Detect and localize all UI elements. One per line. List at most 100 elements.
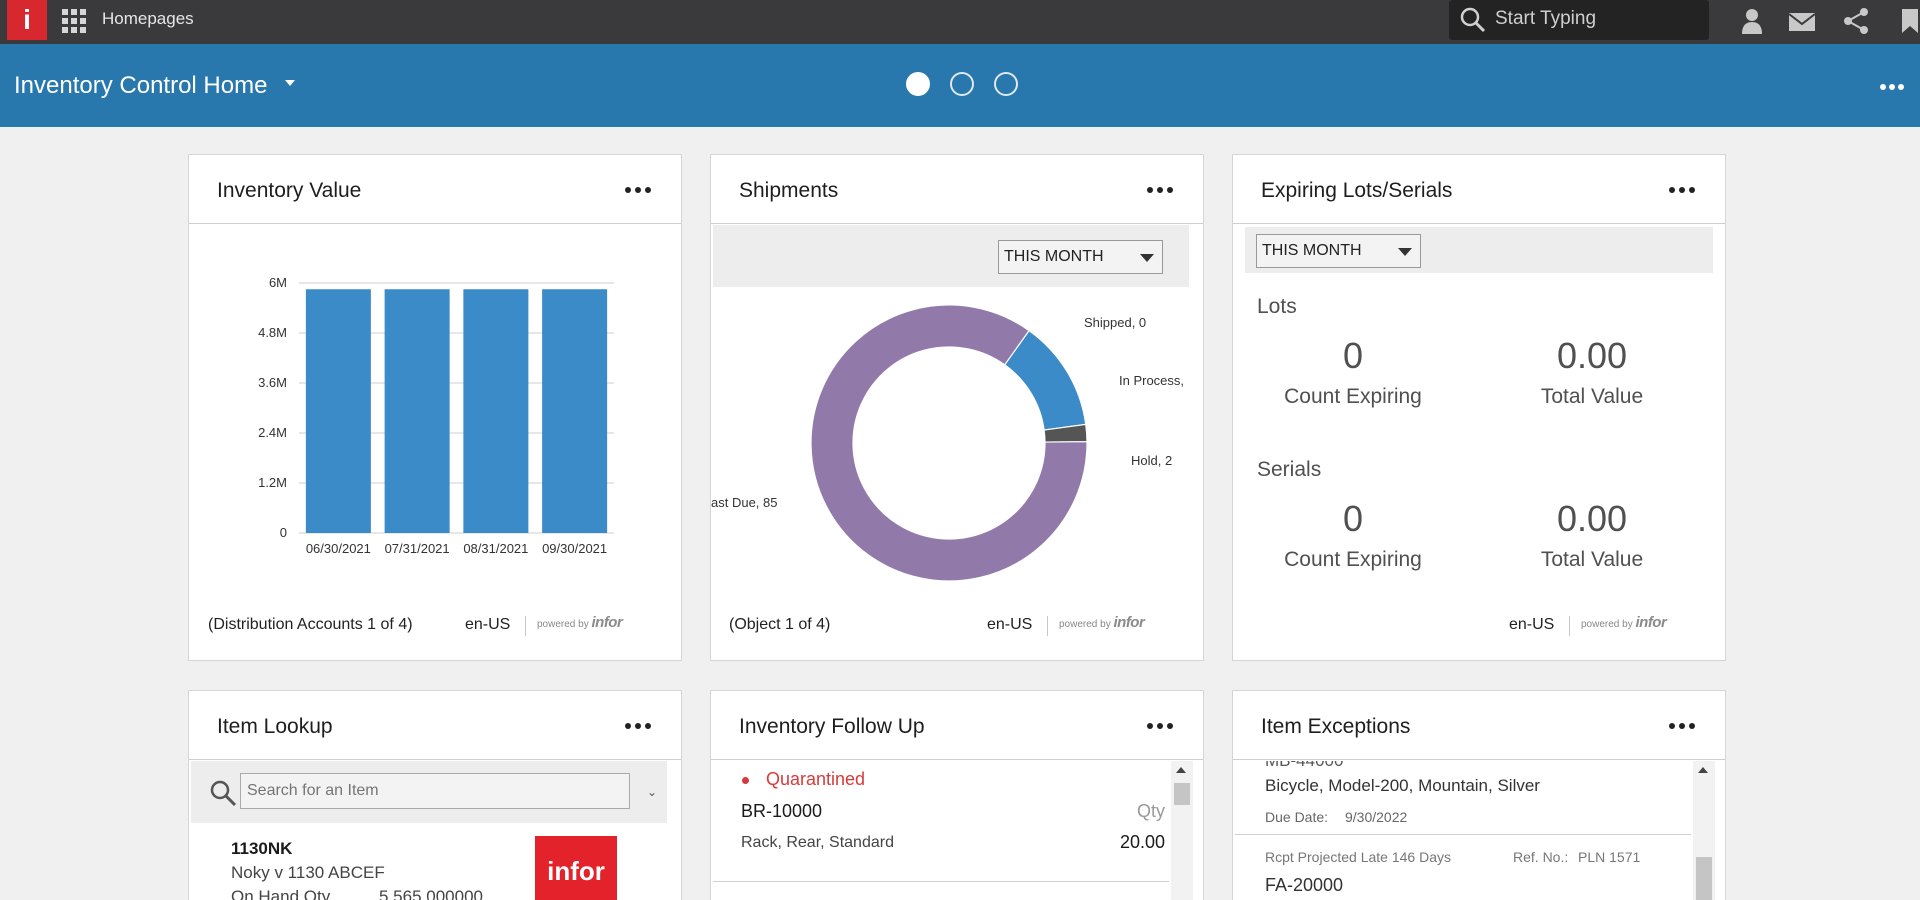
bar[interactable] [384, 289, 450, 533]
inventory-value-card: Inventory Value 0 1.2M 2.4M 3.6M 4.8M 6M 06/30… [188, 154, 682, 661]
card-title: Inventory Value [217, 179, 362, 202]
on-hand-label: On Hand Qty [231, 887, 331, 900]
shipments-period-select[interactable]: THIS MONTH [998, 240, 1163, 274]
footer-context: (Distribution Accounts 1 of 4) [208, 616, 413, 633]
more-icon[interactable] [1669, 723, 1695, 729]
item-search-input[interactable] [240, 773, 630, 809]
more-icon[interactable] [1147, 187, 1173, 193]
item-description: Noky v 1130 ABCEF [231, 863, 385, 882]
inventory-value-chart: 0 1.2M 2.4M 3.6M 4.8M 6M 06/30/2021 07/31/2021 0… [258, 275, 614, 556]
slice-label: In Process, [1119, 373, 1184, 388]
scroll-up-icon[interactable] [1176, 767, 1186, 773]
bookmark-icon[interactable] [1900, 6, 1920, 36]
slice-label: Hold, 2 [1131, 453, 1172, 468]
shipments-card: Shipments THIS MONTH Shipped, 0 In Proces… [710, 154, 1204, 661]
item-code[interactable]: 1130NK [231, 839, 293, 858]
scroll-up-icon[interactable] [1698, 767, 1708, 773]
locale-label[interactable]: en-US [465, 616, 511, 633]
card-title: Item Lookup [217, 715, 333, 738]
serials-label: Serials [1257, 458, 1322, 481]
scroll-thumb[interactable] [1696, 857, 1712, 900]
dropdown-arrow-icon [1140, 254, 1154, 262]
donut-slice[interactable] [810, 304, 1088, 582]
top-bar: i Homepages [0, 0, 1920, 44]
item-id[interactable]: BR-10000 [741, 801, 823, 821]
locale-label[interactable]: en-US [1509, 616, 1555, 633]
page-title[interactable]: Inventory Control Home [14, 72, 268, 99]
serials-value-caption: Total Value [1540, 548, 1644, 571]
locale-label[interactable]: en-US [987, 616, 1033, 633]
scroll-thumb[interactable] [1174, 783, 1190, 805]
x-tick-label: 07/31/2021 [385, 541, 450, 556]
infor-logo[interactable]: i [7, 0, 47, 40]
due-date-label: Due Date: [1265, 809, 1329, 825]
exception-message: Rcpt Projected Late 146 Days [1265, 849, 1451, 865]
y-tick-label: 6M [269, 275, 287, 290]
lots-label: Lots [1257, 295, 1297, 318]
page-header: Inventory Control Home [0, 44, 1920, 127]
expiring-period-select[interactable]: THIS MONTH [1256, 234, 1421, 268]
app-menu-icon[interactable] [62, 9, 86, 33]
serials-count: 0 [1342, 498, 1364, 539]
homepages-link[interactable]: Homepages [102, 9, 194, 28]
slice-label: Shipped, 0 [1084, 315, 1146, 330]
powered-by-infor: powered by infor [1059, 614, 1145, 631]
scrollbar[interactable] [1693, 761, 1715, 900]
serials-value: 0.00 [1556, 498, 1628, 539]
bar[interactable] [463, 289, 529, 533]
expiring-lots-card: Expiring Lots/Serials THIS MONTH Lots 0 … [1232, 154, 1726, 661]
y-tick-label: 2.4M [258, 425, 287, 440]
more-icon[interactable] [625, 187, 651, 193]
bar[interactable] [542, 289, 608, 533]
footer-context: (Object 1 of 4) [729, 616, 831, 633]
lots-count-caption: Count Expiring [1284, 385, 1422, 408]
powered-by-infor: powered by infor [537, 614, 623, 631]
powered-by-infor: powered by infor [1581, 614, 1667, 631]
page-indicator-1[interactable] [906, 72, 930, 96]
more-icon[interactable] [1669, 187, 1695, 193]
serials-count-caption: Count Expiring [1284, 548, 1422, 571]
more-icon[interactable] [625, 723, 651, 729]
chevron-down-icon[interactable] [285, 80, 295, 86]
card-title: Inventory Follow Up [739, 715, 925, 738]
qty-label: Qty [1136, 801, 1165, 821]
global-search-input[interactable] [1495, 4, 1695, 34]
exception-description: Bicycle, Model-200, Mountain, Silver [1265, 776, 1540, 795]
page-indicator-2[interactable] [950, 72, 974, 96]
ref-value: PLN 1571 [1578, 849, 1641, 865]
x-tick-label: 09/30/2021 [542, 541, 607, 556]
x-tick-label: 06/30/2021 [306, 541, 371, 556]
status-dot-icon [742, 777, 749, 784]
card-title: Item Exceptions [1261, 715, 1411, 738]
scrollbar[interactable] [1171, 761, 1193, 900]
item-exceptions-card: Item Exceptions MB-44000 Bicycle, Model-… [1232, 690, 1726, 900]
item-lookup-card: Item Lookup ⌄ 1130NK Noky v 1130 ABCEF O… [188, 690, 682, 900]
y-tick-label: 3.6M [258, 375, 287, 390]
card-title: Expiring Lots/Serials [1261, 179, 1453, 202]
due-date-value: 9/30/2022 [1345, 809, 1408, 825]
chevron-down-icon[interactable]: ⌄ [647, 785, 658, 799]
mail-icon[interactable] [1788, 6, 1816, 36]
qty-value: 20.00 [1119, 832, 1165, 852]
ref-label: Ref. No.: [1513, 849, 1569, 865]
card-title: Shipments [739, 179, 839, 202]
global-search[interactable] [1449, 0, 1709, 40]
dropdown-arrow-icon [1398, 248, 1412, 256]
page-indicator-3[interactable] [994, 72, 1018, 96]
search-icon[interactable] [209, 779, 237, 807]
slice-label: ast Due, 85 [711, 495, 778, 510]
lots-count: 0 [1342, 335, 1364, 376]
bar[interactable] [305, 289, 371, 533]
share-icon[interactable] [1842, 6, 1870, 36]
more-icon[interactable] [1147, 723, 1173, 729]
y-tick-label: 4.8M [258, 325, 287, 340]
item-description: Rack, Rear, Standard [741, 834, 894, 851]
header-more-icon[interactable] [1880, 84, 1904, 90]
x-tick-label: 08/31/2021 [463, 541, 528, 556]
lots-value-caption: Total Value [1540, 385, 1644, 408]
y-tick-label: 1.2M [258, 475, 287, 490]
shipments-donut-chart: Shipped, 0 In Process, Hold, 2 ast Due, 85 [711, 304, 1184, 582]
exception-item-id[interactable]: FA-20000 [1265, 875, 1344, 895]
user-icon[interactable] [1740, 6, 1764, 36]
item-image: infor [535, 836, 617, 900]
